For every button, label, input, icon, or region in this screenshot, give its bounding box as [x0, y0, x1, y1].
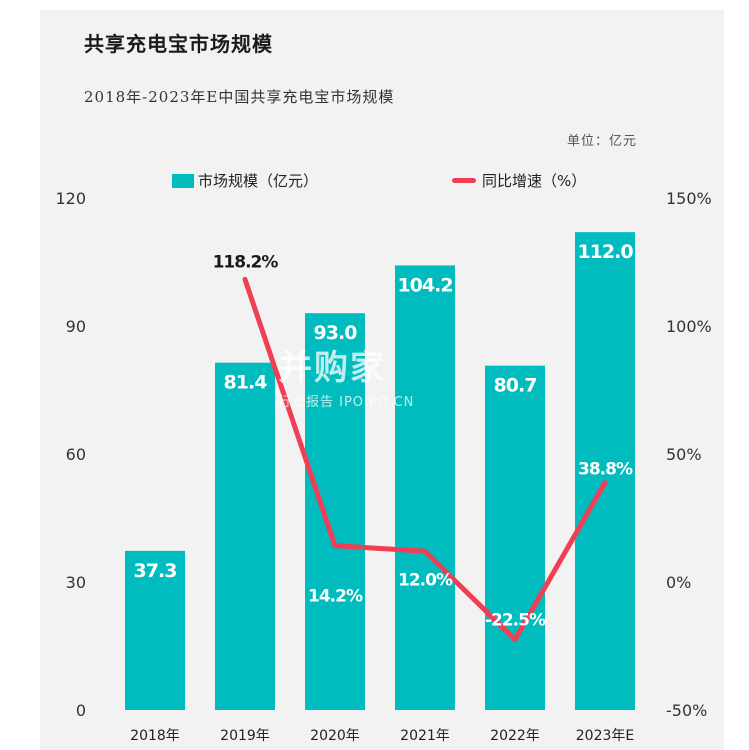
- bar-data-label: 93.0: [314, 322, 358, 344]
- legend-bar-label: 市场规模（亿元）: [198, 172, 319, 190]
- y-right-tick-label: 50%: [666, 445, 702, 464]
- chart-subtitle: 2018年-2023年E中国共享充电宝市场规模: [84, 88, 395, 106]
- x-tick-label: 2019年: [220, 728, 270, 744]
- y-right-tick-label: 100%: [666, 317, 712, 336]
- growth-line: [242, 276, 608, 643]
- bar-data-label: 112.0: [577, 241, 633, 263]
- bar: [395, 265, 455, 710]
- bar: [215, 362, 275, 710]
- bar: [575, 232, 635, 710]
- legend-bar-swatch: [172, 173, 194, 188]
- line-data-label: 12.0%: [398, 570, 453, 590]
- bar: [485, 365, 545, 710]
- y-left-tick-label: 0: [76, 701, 86, 720]
- bar: [305, 313, 365, 710]
- line-data-label: 14.2%: [308, 587, 363, 607]
- unit-label: 单位：亿元: [566, 134, 637, 149]
- bar: [125, 550, 185, 710]
- y-left-tick-label: 60: [66, 445, 86, 464]
- x-tick-label: 2021年: [400, 728, 450, 744]
- chart-title: 共享充电宝市场规模: [84, 32, 273, 56]
- bar-data-label: 80.7: [494, 375, 537, 397]
- line-data-label: 118.2%: [213, 252, 279, 272]
- y-right-tick-label: 150%: [666, 189, 712, 208]
- x-tick-label: 2020年: [310, 728, 360, 744]
- legend-line-swatch: [452, 178, 476, 183]
- legend-line-label: 同比增速（%）: [482, 172, 587, 190]
- legend-item-line: 同比增速（%）: [452, 170, 586, 191]
- y-right-tick-label: -50%: [666, 701, 707, 720]
- line-data-label: -22.5%: [485, 611, 546, 631]
- x-tick-label: 2023年E: [576, 728, 634, 744]
- legend: 市场规模（亿元） 同比增速（%）: [0, 170, 749, 194]
- x-tick-label: 2018年: [130, 728, 180, 744]
- bar-data-label: 37.3: [134, 560, 177, 582]
- y-left-tick-label: 90: [66, 317, 86, 336]
- y-left-tick-label: 120: [55, 189, 86, 208]
- x-tick-label: 2022年: [490, 728, 540, 744]
- line-data-label: 38.8%: [578, 460, 633, 480]
- y-left-tick-label: 30: [66, 573, 86, 592]
- bar-data-label: 81.4: [224, 372, 268, 394]
- y-right-tick-label: 0%: [666, 573, 691, 592]
- legend-item-bar: 市场规模（亿元）: [172, 170, 318, 191]
- bar-data-label: 104.2: [397, 274, 452, 296]
